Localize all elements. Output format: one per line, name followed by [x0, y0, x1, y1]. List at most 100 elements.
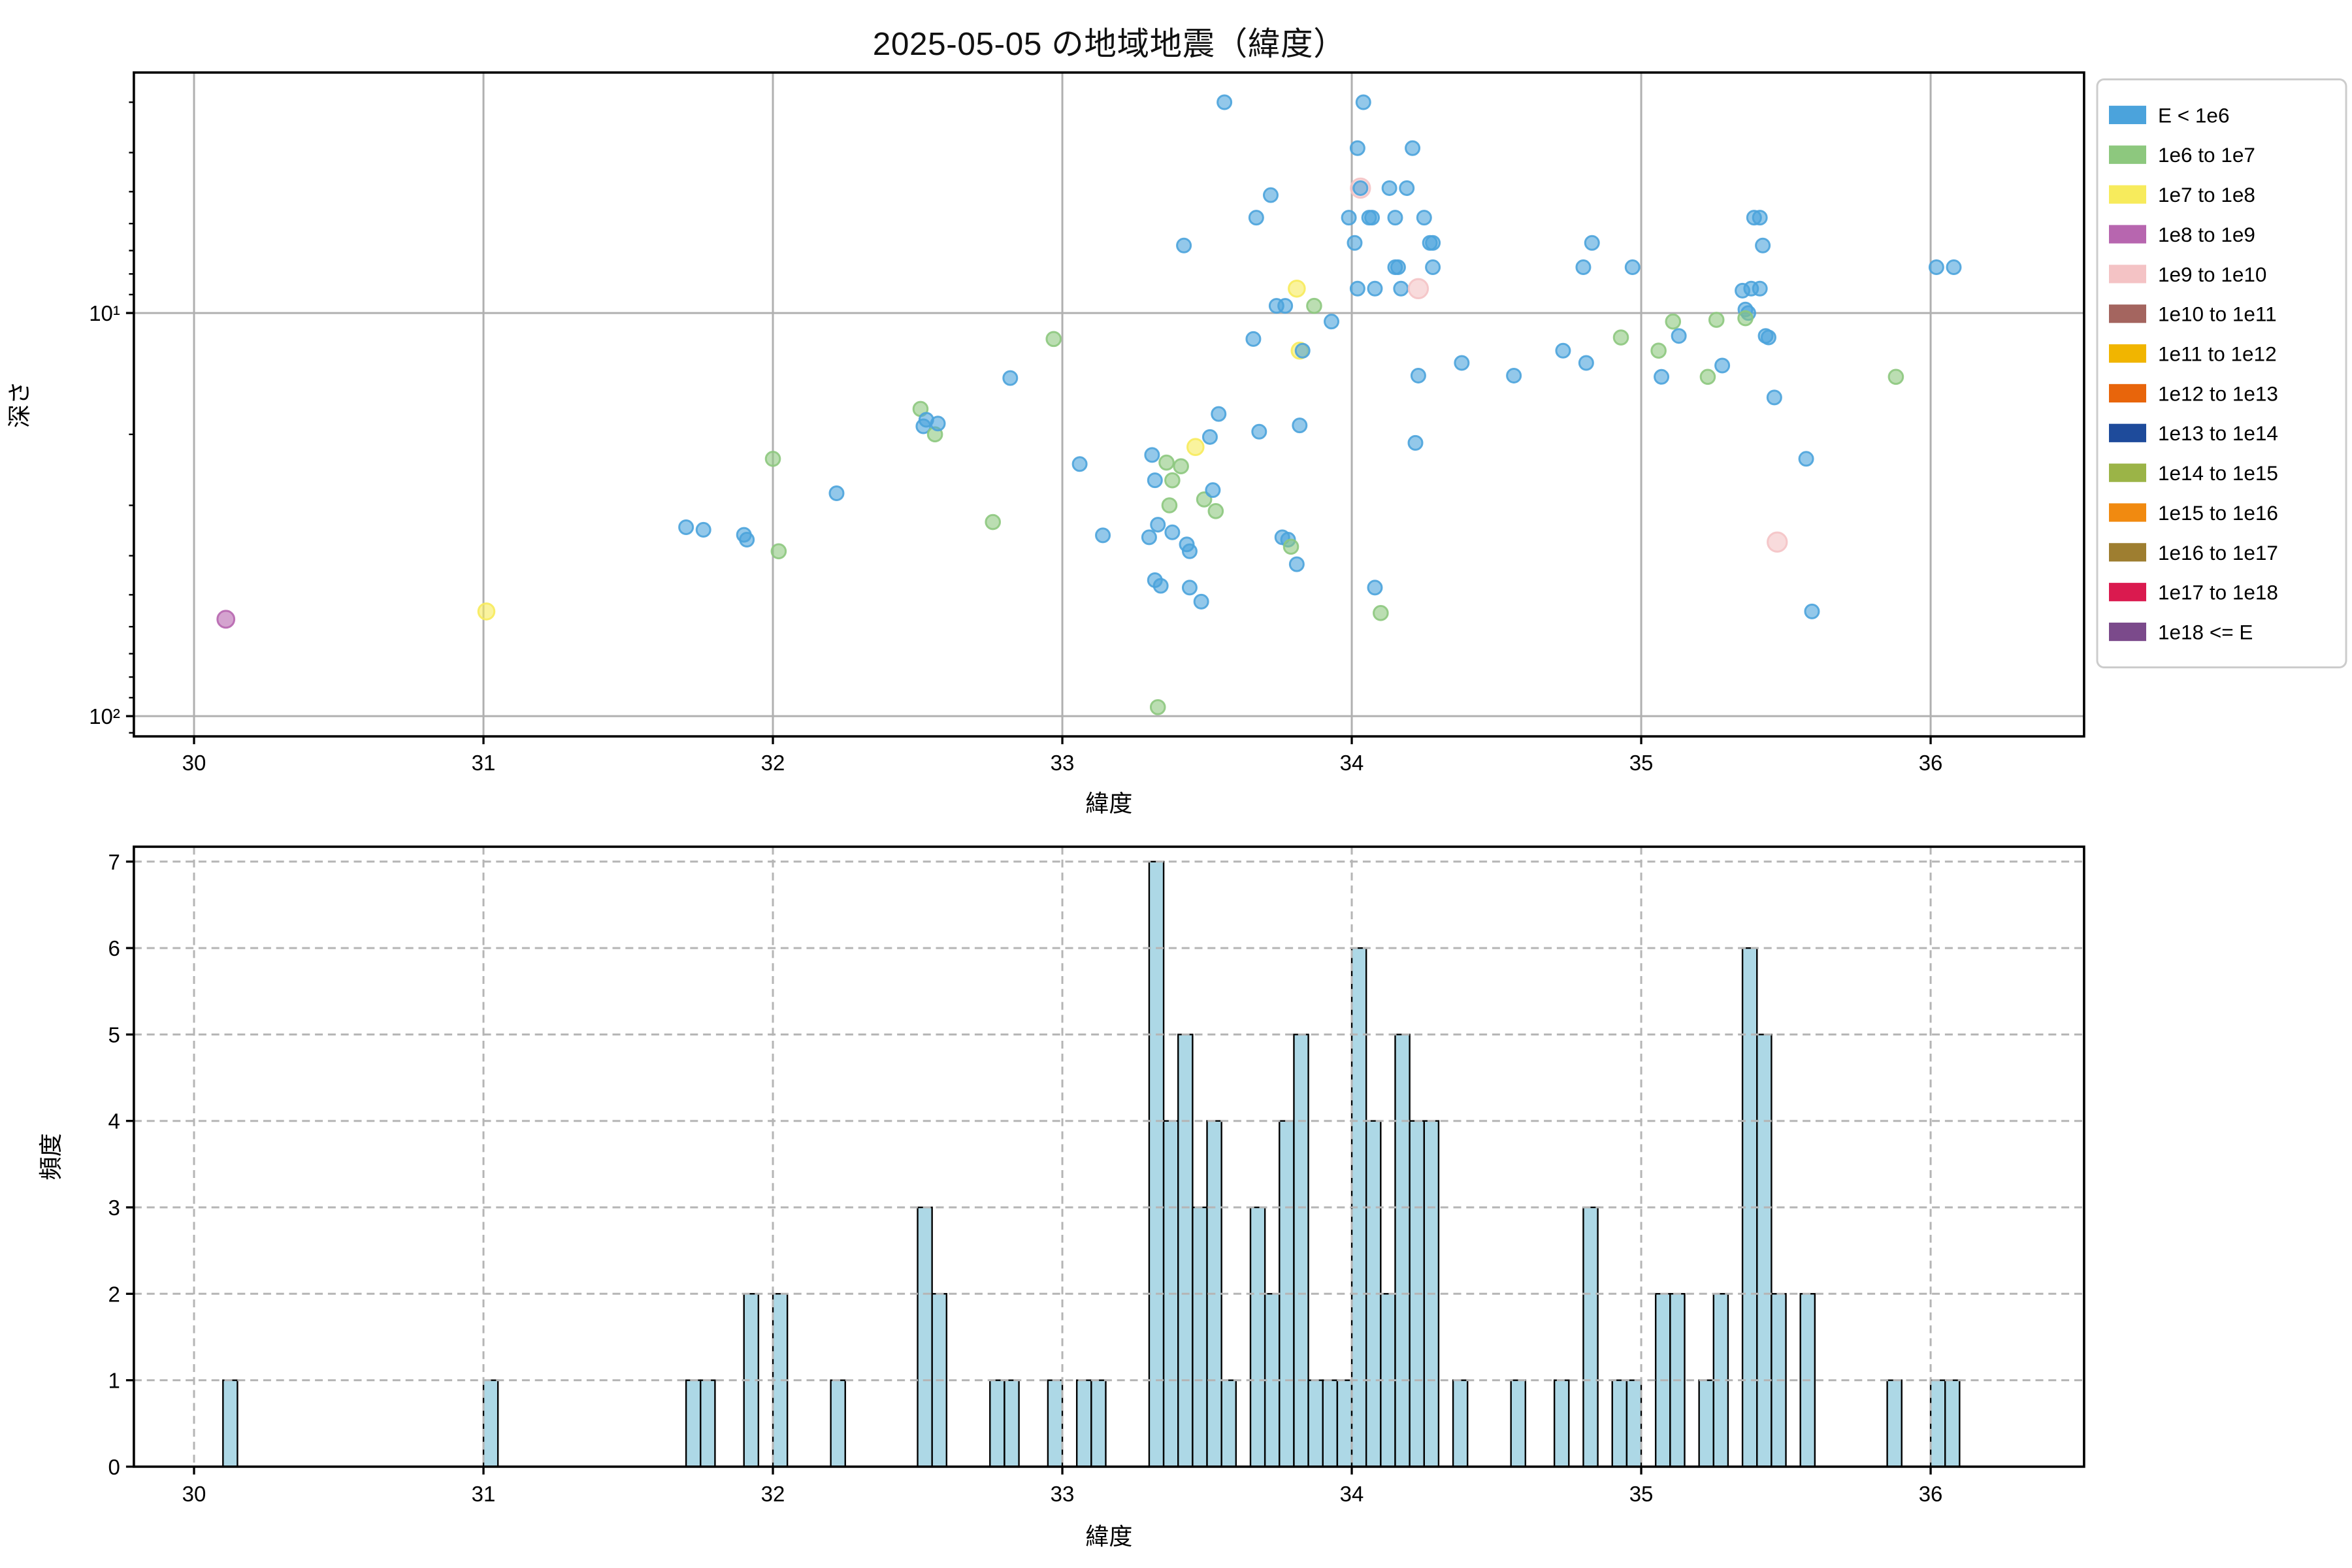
scatter-point [1071, 456, 1088, 472]
scatter-point [1699, 368, 1716, 385]
scatter-point [1928, 259, 1944, 276]
scatter-point [1141, 529, 1157, 546]
scatter-point [915, 418, 932, 434]
scatter-point [1454, 355, 1470, 371]
legend-label: 1e16 to 1e17 [2158, 541, 2278, 564]
hist-bar [1293, 1034, 1309, 1468]
hist-bar [1698, 1379, 1714, 1468]
hist-bar [1148, 860, 1165, 1468]
hist-bar [1004, 1379, 1020, 1468]
hist-ytick-label: 1 [108, 1369, 120, 1393]
hist-axes-frame [133, 845, 2085, 1468]
hist-bar [1075, 1379, 1092, 1468]
hist-ytick-label: 2 [108, 1282, 120, 1306]
scatter-axes-frame [133, 71, 2085, 738]
hist-bar [1452, 1379, 1469, 1468]
hist-bar [1220, 1379, 1237, 1468]
hist-bar [1553, 1379, 1570, 1468]
hist-ylabel: 頻度 [37, 1133, 64, 1180]
scatter-point [828, 485, 845, 502]
scatter-point [695, 521, 711, 538]
scatter-point [1387, 210, 1403, 226]
hist-bar [830, 1379, 846, 1468]
scatter-point [1282, 538, 1299, 555]
hist-xlabel: 緯度 [1085, 1523, 1132, 1550]
hist-ytick-label: 0 [108, 1455, 120, 1479]
legend-swatch [2109, 463, 2146, 482]
scatter-point [1262, 187, 1279, 203]
hist-ytick-label: 7 [108, 850, 120, 874]
hist-bar [1886, 1379, 1903, 1468]
scatter-point [1217, 94, 1233, 110]
scatter-point [1714, 357, 1731, 374]
scatter-point [1176, 237, 1192, 253]
scatter-point [1735, 282, 1751, 299]
legend-swatch [2109, 344, 2146, 363]
hist-bar [1307, 1379, 1324, 1468]
legend-label: 1e13 to 1e14 [2158, 421, 2278, 445]
scatter-point [1367, 280, 1383, 297]
scatter-point [1211, 406, 1227, 422]
scatter-point [1158, 454, 1175, 471]
scatter-xtick-label: 33 [1051, 751, 1075, 775]
legend-label: 1e18 <= E [2158, 620, 2253, 644]
legend-swatch [2109, 384, 2146, 403]
hist-ytick-label: 4 [108, 1109, 120, 1134]
hist-xtick-label: 33 [1051, 1482, 1075, 1506]
scatter-point [985, 514, 1002, 531]
legend-swatch [2109, 105, 2146, 125]
scatter-point [1149, 699, 1166, 715]
scatter-point [1555, 342, 1571, 359]
scatter-xtick-label: 34 [1340, 751, 1364, 775]
scatter-point [1164, 524, 1181, 540]
scatter-point [1002, 370, 1019, 386]
scatter-point [1150, 517, 1166, 533]
hist-bar [1611, 1379, 1628, 1468]
scatter-point [1248, 210, 1264, 226]
scatter-xtick-label: 32 [761, 751, 785, 775]
scatter-point [1767, 531, 1788, 553]
scatter-point [930, 416, 946, 432]
scatter-point [1288, 279, 1306, 298]
scatter-point [1352, 180, 1369, 196]
hist-ytick-label: 6 [108, 936, 120, 960]
legend-label: 1e7 to 1e8 [2158, 183, 2255, 206]
scatter-point [1804, 603, 1820, 619]
hist-bar [1756, 1034, 1772, 1468]
scatter-point [1207, 502, 1224, 519]
scatter-point [1193, 593, 1209, 610]
scatter-point [1147, 472, 1163, 489]
legend-label: 1e17 to 1e18 [2158, 581, 2278, 604]
legend-swatch [2109, 265, 2146, 284]
legend-label: 1e15 to 1e16 [2158, 501, 2278, 525]
scatter-point [1737, 310, 1754, 327]
hist-xtick-label: 34 [1340, 1482, 1364, 1506]
scatter-ylabel: 深さ [6, 381, 33, 428]
scatter-point [1708, 312, 1725, 328]
hist-bar [1177, 1034, 1194, 1468]
scatter-point [1407, 278, 1429, 299]
scatter-point [1760, 329, 1776, 346]
hist-ytick-label: 5 [108, 1022, 120, 1047]
scatter-ytick-label: 10² [89, 704, 120, 728]
hist-bar [1510, 1379, 1527, 1468]
hist-bar [1090, 1379, 1107, 1468]
scatter-point [1294, 342, 1311, 359]
scatter-point [764, 451, 781, 467]
legend-box [2096, 78, 2347, 668]
legend-swatch [2109, 622, 2146, 642]
scatter-point [1624, 259, 1641, 276]
scatter-point [1181, 580, 1198, 596]
scatter-point [1245, 331, 1262, 347]
hist-bar [917, 1206, 933, 1468]
scatter-point [1584, 235, 1600, 251]
hist-xtick-label: 35 [1629, 1482, 1654, 1506]
scatter-point [1201, 429, 1218, 445]
scatter-point [1416, 210, 1432, 226]
scatter-point [1752, 210, 1768, 226]
legend-swatch [2109, 225, 2146, 244]
legend-label: E < 1e6 [2158, 103, 2229, 127]
hist-xtick-label: 36 [1919, 1482, 1943, 1506]
